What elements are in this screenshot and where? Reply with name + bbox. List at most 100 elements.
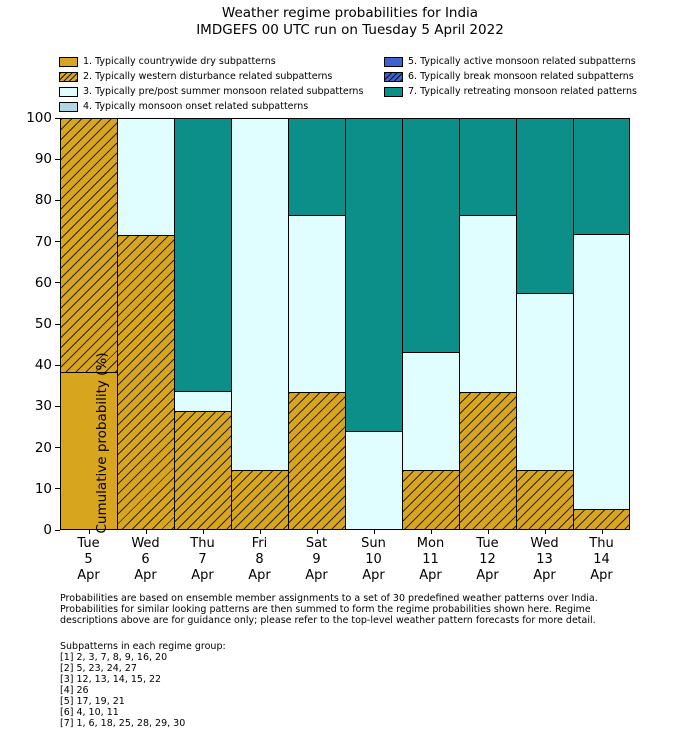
x-tick-month-thu14: Apr	[590, 568, 613, 583]
legend-label-regime-4: 4. Typically monsoon onset related subpa…	[83, 101, 309, 112]
legend-swatch-regime-4	[59, 101, 78, 112]
x-tick-mark-wed6	[145, 530, 147, 534]
x-tick-month-wed6: Apr	[134, 568, 157, 583]
x-tick-day-tue5: Tue	[77, 536, 100, 551]
bar-segment-wed13-regime-2	[516, 470, 574, 530]
y-tick-label-60: 60	[34, 274, 52, 291]
legend-label-regime-6: 6. Typically break monsoon related subpa…	[408, 71, 634, 82]
x-tick-date-fri8: 8	[255, 552, 264, 567]
x-tick-day-wed13: Wed	[530, 536, 559, 551]
y-tick-mark-30	[55, 405, 60, 407]
x-tick-day-thu7: Thu	[190, 536, 215, 551]
subpatterns-group-6: [6] 4, 10, 11	[60, 707, 119, 718]
bar-segment-sat9-regime-7	[288, 118, 346, 217]
bar-segment-tue12-regime-7	[459, 118, 517, 217]
x-tick-date-sat9: 9	[312, 552, 321, 567]
legend-label-regime-3: 3. Typically pre/post summer monsoon rel…	[83, 86, 364, 97]
x-tick-label-fri8: Fri 8 Apr	[231, 536, 288, 584]
bar-segment-sat9-regime-2	[288, 391, 346, 530]
x-tick-date-tue5: 5	[84, 552, 93, 567]
footer-description-line-1: Probabilities are based on ensemble memb…	[60, 593, 598, 604]
y-tick-mark-0	[55, 529, 60, 531]
bar-segment-wed6-regime-2	[117, 234, 175, 530]
x-tick-month-fri8: Apr	[248, 568, 271, 583]
x-tick-label-thu14: Thu 14 Apr	[573, 536, 630, 584]
x-tick-mark-sat9	[316, 530, 318, 534]
bar-segment-sun10-regime-7	[345, 118, 403, 432]
bar-segment-thu7-regime-3	[174, 391, 232, 413]
x-tick-day-tue12: Tue	[476, 536, 499, 551]
bar-segment-thu7-regime-7	[174, 118, 232, 393]
x-tick-day-sun10: Sun	[361, 536, 386, 551]
legend-swatch-regime-6	[384, 71, 403, 82]
subpatterns-group-3: [3] 12, 13, 14, 15, 22	[60, 674, 162, 685]
x-tick-month-tue5: Apr	[77, 568, 100, 583]
x-tick-mark-wed13	[544, 530, 546, 534]
y-tick-label-50: 50	[34, 316, 52, 332]
legend-swatch-regime-7	[384, 86, 403, 97]
legend-item-regime-2: 2. Typically western disturbance related…	[59, 69, 363, 84]
y-tick-label-80: 80	[34, 192, 52, 209]
x-tick-date-tue12: 12	[479, 552, 496, 567]
x-tick-month-sat9: Apr	[305, 568, 328, 583]
x-tick-month-sun10: Apr	[362, 568, 385, 583]
x-tick-date-wed13: 13	[536, 552, 553, 567]
x-tick-label-tue5: Tue 5 Apr	[60, 536, 117, 584]
y-tick-mark-90	[55, 158, 60, 160]
x-tick-label-sun10: Sun 10 Apr	[345, 536, 402, 584]
bar-segment-thu14-regime-2	[573, 509, 630, 530]
legend-item-regime-1: 1. Typically countrywide dry subpatterns	[59, 54, 363, 69]
bar-segment-thu14-regime-7	[573, 118, 630, 236]
bar-segment-tue12-regime-2	[459, 391, 517, 530]
y-tick-label-90: 90	[34, 151, 52, 168]
subpatterns-heading: Subpatterns in each regime group:	[60, 641, 226, 652]
y-tick-mark-70	[55, 241, 60, 243]
bar-segment-mon11-regime-3	[402, 352, 460, 472]
bar-segment-tue12-regime-3	[459, 215, 517, 393]
y-tick-label-40: 40	[34, 357, 52, 374]
x-tick-label-thu7: Thu 7 Apr	[174, 536, 231, 584]
bar-segment-fri8-regime-2	[231, 470, 289, 530]
chart-subtitle: IMDGEFS 00 UTC run on Tuesday 5 April 20…	[196, 22, 504, 38]
legend-column-right: 5. Typically active monsoon related subp…	[384, 54, 637, 99]
x-tick-day-mon11: Mon	[416, 536, 445, 551]
x-tick-date-sun10: 10	[365, 552, 382, 567]
y-axis-title: Cumulative probability (%)	[94, 352, 110, 534]
legend-column-left: 1. Typically countrywide dry subpatterns…	[59, 54, 363, 114]
x-tick-day-thu14: Thu	[589, 536, 614, 551]
y-tick-mark-10	[55, 488, 60, 490]
x-tick-date-mon11: 11	[422, 552, 439, 567]
bar-segment-mon11-regime-2	[402, 470, 460, 530]
x-tick-mark-thu7	[202, 530, 204, 534]
plot-area: Cumulative probability (%)	[60, 118, 630, 534]
bar-segment-fri8-regime-3	[231, 118, 289, 472]
y-tick-label-0: 0	[43, 522, 52, 538]
legend-label-regime-1: 1. Typically countrywide dry subpatterns	[83, 56, 276, 67]
x-tick-day-sat9: Sat	[305, 536, 328, 551]
legend-swatch-regime-1	[59, 56, 78, 67]
bar-segment-thu14-regime-3	[573, 234, 630, 511]
x-tick-day-wed6: Wed	[131, 536, 160, 551]
subpatterns-block: Subpatterns in each regime group: [1] 2,…	[60, 641, 226, 729]
x-tick-label-wed13: Wed 13 Apr	[516, 536, 573, 584]
subpatterns-group-1: [1] 2, 3, 7, 8, 9, 16, 20	[60, 652, 168, 663]
x-tick-date-wed6: 6	[141, 552, 150, 567]
legend-swatch-regime-3	[59, 86, 78, 97]
subpatterns-group-5: [5] 17, 19, 21	[60, 696, 125, 707]
bar-segment-wed13-regime-3	[516, 293, 574, 472]
x-tick-month-wed13: Apr	[533, 568, 556, 583]
x-tick-day-fri8: Fri	[251, 536, 268, 551]
bar-segment-wed6-regime-3	[117, 118, 175, 236]
y-tick-mark-50	[55, 323, 60, 325]
legend-item-regime-6: 6. Typically break monsoon related subpa…	[384, 69, 637, 84]
footer-description-line-3: descriptions above are for guidance only…	[60, 615, 596, 626]
y-tick-mark-100	[55, 117, 60, 119]
y-tick-label-70: 70	[34, 233, 52, 250]
x-tick-month-thu7: Apr	[191, 568, 214, 583]
legend-label-regime-2: 2. Typically western disturbance related…	[83, 71, 333, 82]
y-tick-label-20: 20	[34, 439, 52, 456]
x-tick-mark-tue5	[88, 530, 90, 534]
legend-item-regime-5: 5. Typically active monsoon related subp…	[384, 54, 637, 69]
x-tick-month-tue12: Apr	[476, 568, 499, 583]
